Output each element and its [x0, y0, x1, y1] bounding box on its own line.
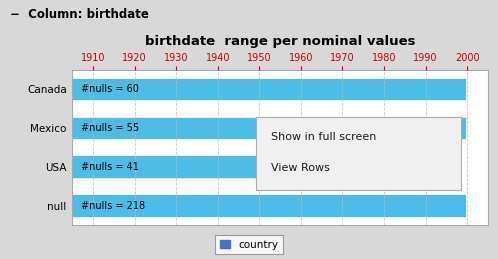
Text: −  Column: birthdate: − Column: birthdate [10, 8, 149, 21]
Text: #nulls = 60: #nulls = 60 [81, 84, 138, 94]
Text: View Rows: View Rows [271, 163, 330, 173]
Bar [72, 194, 467, 218]
Legend: country: country [216, 235, 282, 254]
Bar [72, 78, 467, 101]
Text: #nulls = 55: #nulls = 55 [81, 123, 138, 133]
Text: #nulls = 218: #nulls = 218 [81, 201, 144, 211]
Bar [72, 155, 280, 179]
Text: Show in full screen: Show in full screen [271, 132, 376, 142]
Bar [72, 117, 467, 140]
Title: birthdate  range per nominal values: birthdate range per nominal values [145, 35, 415, 48]
Text: #nulls = 41: #nulls = 41 [81, 162, 138, 172]
